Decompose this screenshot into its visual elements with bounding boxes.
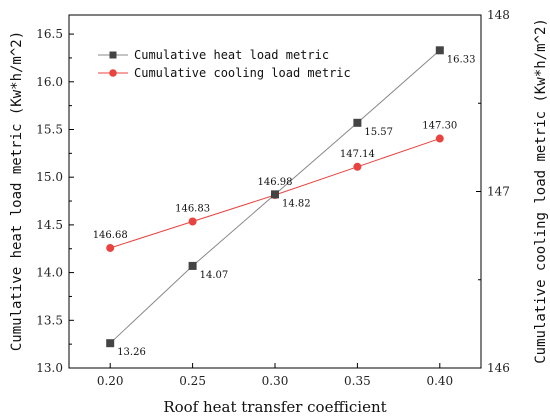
cooling-point — [188, 217, 197, 226]
heat-data-label: 15.57 — [364, 127, 393, 138]
heat-data-label: 14.07 — [200, 270, 229, 281]
y-tick-label: 14.5 — [36, 218, 63, 232]
y2-tick-label: 148 — [487, 8, 510, 22]
legend-marker-heat — [109, 51, 117, 59]
cooling-data-label: 146.83 — [175, 204, 210, 215]
heat-point — [188, 261, 197, 270]
legend: Cumulative heat load metric Cumulative c… — [98, 48, 351, 80]
legend-label-heat: Cumulative heat load metric — [134, 48, 329, 62]
heat-point — [106, 339, 115, 348]
y-tick-label: 16.5 — [36, 27, 63, 41]
legend-marker-cooling — [109, 69, 117, 77]
cooling-data-label: 146.98 — [258, 177, 293, 188]
heat-point — [271, 190, 279, 199]
y-tick-label: 14.0 — [36, 266, 63, 280]
x-tick-label: 0.40 — [426, 374, 453, 388]
y-tick-label: 13.5 — [36, 313, 63, 327]
x-tick-label: 0.25 — [179, 374, 206, 388]
left-y-axis-ticks: 13.0 13.5 14.0 14.5 15.0 15.5 16.0 16.5 — [36, 27, 74, 375]
heat-data-label: 13.26 — [117, 347, 146, 358]
series-layer: 146.68 146.83 146.98 147.14 147.30 13.26 14.07… — [93, 46, 476, 358]
x-tick-label: 0.20 — [97, 374, 124, 388]
heat-data-label: 14.82 — [282, 198, 311, 209]
y2-tick-label: 147 — [487, 185, 510, 199]
cooling-data-label: 147.30 — [422, 121, 457, 132]
heat-data-label: 16.33 — [447, 54, 476, 65]
legend-label-cooling: Cumulative cooling load metric — [134, 66, 351, 80]
y2-tick-label: 146 — [487, 361, 510, 375]
x-tick-label: 0.35 — [344, 374, 371, 388]
x-axis-title: Roof heat transfer coefficient — [163, 398, 386, 416]
left-y-axis-title: Cumulative heat load metric (Kw*h/m^2) — [9, 31, 25, 351]
cooling-data-label: 147.14 — [340, 149, 375, 160]
right-y-axis-title: Cumulative cooling load metric (Kw*h/m^2… — [533, 18, 549, 364]
heat-point — [435, 46, 444, 55]
x-axis-ticks: 0.20 0.25 0.30 0.35 0.40 — [97, 363, 453, 388]
cooling-point — [353, 162, 362, 171]
heat-point — [353, 118, 362, 127]
cooling-point — [435, 134, 444, 143]
cooling-data-label: 146.68 — [93, 230, 128, 241]
cooling-point — [106, 243, 115, 252]
right-y-axis-ticks: 146 147 148 — [476, 8, 510, 375]
y-tick-label: 13.0 — [36, 361, 63, 375]
y-tick-label: 15.5 — [36, 122, 63, 136]
x-tick-label: 0.30 — [262, 374, 289, 388]
y-tick-label: 16.0 — [36, 75, 63, 89]
y-tick-label: 15.0 — [36, 170, 63, 184]
